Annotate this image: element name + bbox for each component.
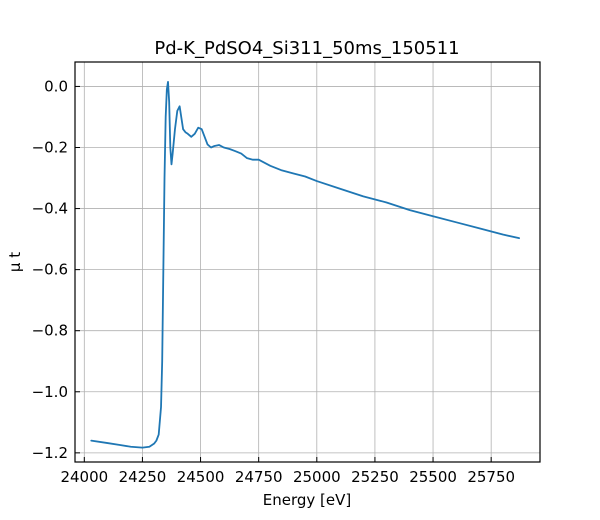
y-tick-label: −0.6 [32,261,68,279]
tick-layer: 24000 24250 24500 24750 25000 25250 25500 25750… [32,77,515,486]
x-tick-label: 25750 [467,468,515,486]
series-layer [90,80,520,449]
x-tick-label: 25500 [409,468,457,486]
x-tick-label: 24750 [235,468,283,486]
grid-layer [75,62,540,462]
x-tick-label: 24250 [119,468,167,486]
y-axis-title: μ t [6,252,24,272]
x-tick-label: 24500 [177,468,225,486]
chart-title: Pd-K_PdSO4_Si311_50ms_150511 [154,38,459,59]
x-axis-title: Energy [eV] [263,491,351,509]
x-tick-label: 25250 [351,468,399,486]
plot-frame [74,61,541,463]
x-tick-label: 25000 [293,468,341,486]
y-tick-label: −1.0 [32,383,68,401]
x-tick-label: 24000 [60,468,108,486]
y-tick-label: −0.2 [32,138,68,156]
y-tick-label: −1.2 [32,444,68,462]
y-tick-label: −0.8 [32,322,68,340]
y-tick-label: 0.0 [44,77,68,95]
series-line [90,80,520,449]
y-tick-label: −0.4 [32,200,68,218]
